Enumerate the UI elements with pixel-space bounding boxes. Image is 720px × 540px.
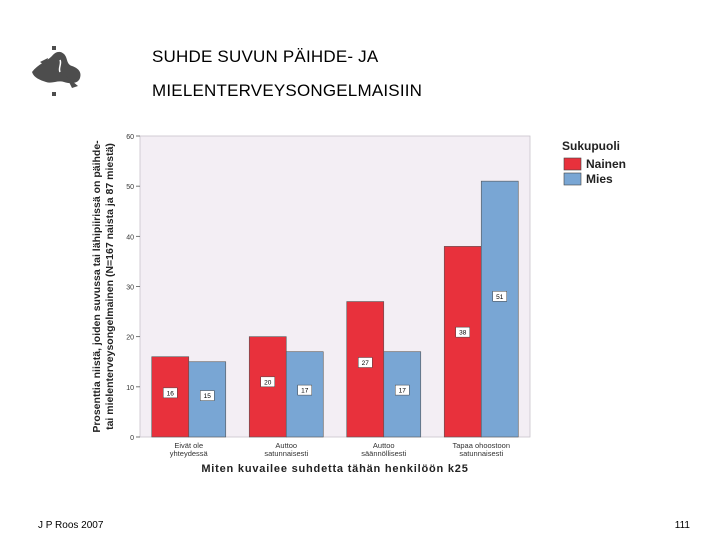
y-tick-label: 50: [126, 184, 134, 191]
y-axis-label: Prosenttia niistä, joiden suvussa tai lä…: [91, 140, 116, 433]
y-axis-label-line-2: tai mielenterveysongelmainen (N=167 nais…: [104, 143, 116, 430]
data-label-box: [260, 376, 275, 388]
bar-mies-3: [480, 180, 519, 438]
legend-swatch-mies: [563, 172, 582, 186]
y-tick-label: 40: [126, 234, 134, 241]
x-tick-label-line: Auttoo: [275, 441, 297, 450]
title-line-1: SUHDE SUVUN PÄIHDE- JA: [152, 47, 379, 66]
legend-label-nainen: Nainen: [586, 157, 626, 171]
y-tick-label: 10: [126, 385, 134, 392]
y-axis-label-line-1: Prosenttia niistä, joiden suvussa tai lä…: [91, 140, 103, 433]
title-line-2: MIELENTERVEYSONGELMAISIIN: [152, 81, 423, 100]
x-tick-label-line: Tapaa ohoostoon: [452, 441, 510, 450]
data-label: 20: [264, 379, 272, 386]
page-number: 111: [674, 520, 690, 531]
data-label: 15: [204, 393, 212, 400]
university-logo-icon: [32, 46, 81, 96]
data-label: 38: [459, 330, 467, 337]
legend-title: Sukupuoli: [562, 139, 620, 153]
x-tick-label-line: Eivät ole: [174, 441, 203, 450]
slide-title: SUHDE SUVUN PÄIHDE- JA MIELENTERVEYSONGE…: [152, 40, 422, 108]
footer-author: J P Roos 2007: [38, 520, 104, 531]
data-label: 16: [167, 390, 175, 397]
data-label-box: [297, 384, 312, 396]
data-label-box: [163, 387, 178, 399]
data-label-box: [455, 326, 470, 338]
data-label-box: [395, 384, 410, 396]
x-tick-label: Auttoo satunnaisesti: [264, 441, 308, 458]
x-axis-label: Miten kuvailee suhdetta tähän henkilöön …: [201, 463, 468, 475]
x-tick-label-line: säännöllisesti: [361, 449, 406, 458]
x-tick-label-line: Auttoo: [373, 441, 395, 450]
bar-nainen-2: [346, 301, 385, 438]
bar-nainen-3: [443, 246, 482, 438]
bar-chart: 0 10 20 30 40 50 60 Prosenttia niistä, joiden s…: [91, 134, 626, 475]
y-tick-label: 20: [126, 335, 134, 342]
y-tick-label: 30: [126, 285, 134, 292]
x-tick-label-line: satunnaisesti: [459, 449, 503, 458]
data-label: 17: [301, 388, 309, 395]
data-label-box: [492, 291, 507, 302]
data-label-box: [200, 390, 215, 401]
legend-label-mies: Mies: [586, 172, 613, 186]
y-tick-label: 60: [126, 134, 134, 141]
data-label: 27: [362, 360, 370, 367]
data-label: 17: [399, 388, 407, 395]
legend-swatch-nainen: [563, 157, 582, 171]
y-tick-label: 0: [130, 435, 134, 442]
data-label-box: [358, 357, 373, 368]
x-tick-label: Auttoo säännöllisesti: [361, 441, 406, 458]
x-tick-label: Eivät ole yhteydessä: [170, 441, 209, 458]
x-tick-label: Tapaa ohoostoon satunnaisesti: [452, 441, 510, 458]
x-tick-label-line: yhteydessä: [170, 449, 209, 458]
data-label: 51: [496, 294, 504, 301]
x-tick-label-line: satunnaisesti: [264, 449, 308, 458]
